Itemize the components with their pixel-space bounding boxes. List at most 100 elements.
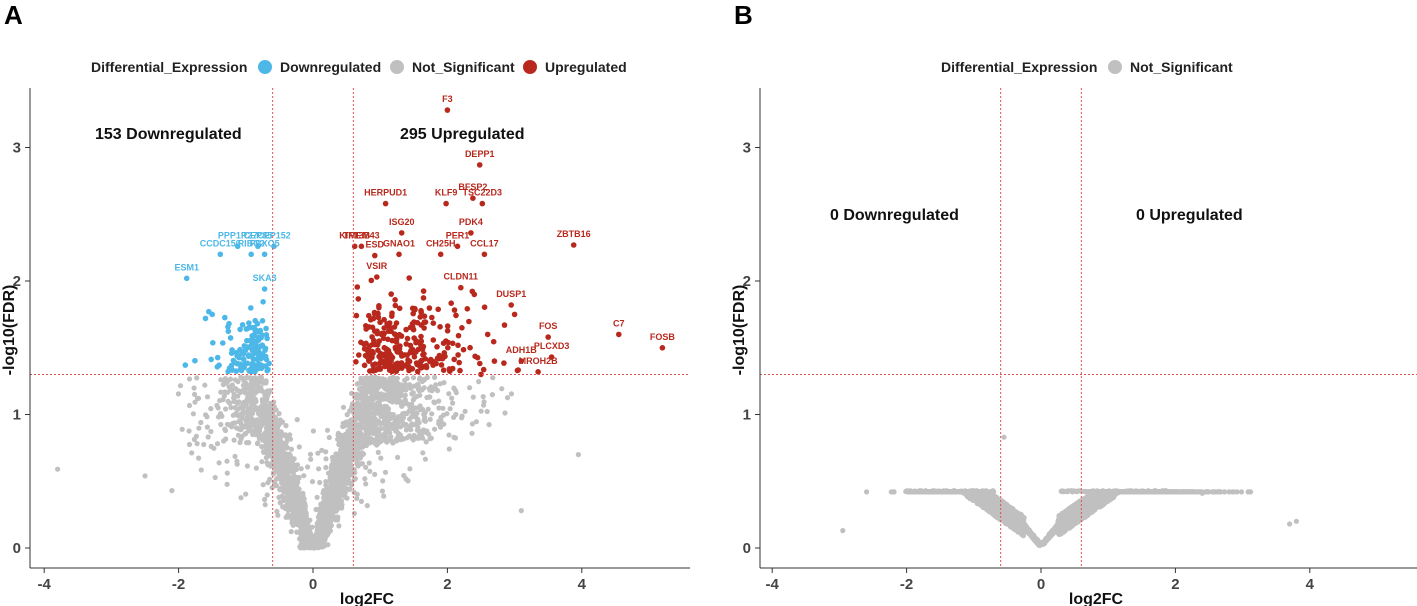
not-significant-point	[347, 486, 353, 492]
downregulated-point	[259, 332, 265, 338]
not-significant-point	[421, 377, 427, 383]
not-significant-point	[359, 388, 365, 394]
not-significant-point	[279, 459, 285, 465]
not-significant-point	[367, 468, 373, 474]
downregulated-point	[208, 356, 214, 363]
not-significant-point	[436, 405, 442, 411]
not-significant-point	[441, 421, 447, 427]
legend-a-title: Differential_Expression	[91, 59, 247, 75]
labeled-gene-point	[458, 284, 464, 291]
upregulated-point	[448, 300, 455, 307]
upregulated-point	[444, 328, 451, 334]
upregulated-point	[406, 275, 413, 281]
not-significant-point	[333, 506, 339, 512]
upregulated-point	[392, 302, 399, 309]
not-significant-point	[245, 375, 251, 381]
not-significant-point	[347, 408, 353, 414]
gene-label: TSC22D3	[463, 188, 503, 198]
not-significant-point	[429, 411, 435, 417]
not-significant-point	[323, 456, 329, 462]
not-significant-point	[322, 525, 328, 532]
upregulated-point	[409, 324, 416, 330]
downregulated-point	[246, 344, 253, 351]
upregulated-point	[430, 320, 437, 327]
upregulated-point	[420, 351, 426, 358]
upregulated-point	[515, 367, 521, 373]
legend-b-title: Differential_Expression	[941, 59, 1097, 75]
not-significant-point	[222, 376, 228, 382]
not-significant-point	[286, 512, 292, 518]
not-significant-point	[271, 399, 277, 405]
not-significant-point	[214, 402, 220, 409]
not-significant-point	[480, 394, 486, 400]
not-significant-point	[410, 375, 417, 381]
not-significant-point	[401, 472, 407, 479]
not-significant-point	[55, 466, 61, 472]
not-significant-point	[499, 386, 505, 392]
not-significant-point	[324, 427, 331, 433]
not-significant-point	[318, 501, 324, 507]
downregulated-point	[230, 357, 237, 364]
not-significant-point	[367, 440, 373, 446]
not-significant-point	[264, 393, 270, 399]
not-significant-point	[292, 508, 298, 514]
not-significant-point	[192, 391, 198, 397]
not-significant-point	[490, 375, 496, 381]
not-significant-point	[415, 383, 422, 390]
labeled-gene-point	[545, 334, 551, 340]
not-significant-point	[366, 430, 372, 437]
not-significant-point	[244, 410, 250, 416]
not-significant-point	[204, 424, 210, 430]
not-significant-point	[325, 491, 331, 497]
not-significant-point	[298, 523, 305, 529]
not-significant-point	[486, 422, 492, 428]
not-significant-point	[379, 488, 385, 494]
upregulated-point	[417, 363, 423, 369]
not-significant-point	[381, 493, 387, 499]
not-significant-point	[385, 392, 391, 398]
not-significant-point	[419, 432, 425, 438]
not-significant-point	[338, 473, 344, 479]
not-significant-point	[264, 460, 270, 466]
gene-label: SKA3	[253, 273, 277, 283]
upregulated-point	[413, 349, 419, 355]
not-significant-point	[449, 395, 455, 401]
not-significant-point	[262, 412, 268, 418]
not-significant-point	[249, 416, 255, 422]
not-significant-point	[247, 420, 253, 426]
not-significant-point	[432, 400, 438, 406]
not-significant-point	[192, 399, 198, 405]
not-significant-point	[220, 382, 226, 388]
downregulated-point	[210, 340, 216, 346]
upregulated-point	[380, 335, 387, 342]
legend-b-ns-swatch	[1108, 60, 1122, 74]
labeled-gene-point	[443, 200, 449, 207]
not-significant-point	[575, 452, 582, 458]
upregulated-point	[381, 325, 388, 331]
not-significant-point	[489, 392, 495, 398]
upregulated-point	[451, 356, 458, 363]
not-significant-point	[473, 419, 479, 425]
not-significant-point	[302, 515, 308, 521]
not-significant-point	[374, 430, 380, 436]
not-significant-point	[240, 388, 246, 394]
not-significant-point	[410, 406, 416, 412]
not-significant-point	[372, 471, 378, 477]
not-significant-point	[452, 387, 458, 393]
not-significant-point	[381, 417, 388, 423]
not-significant-point	[224, 470, 230, 476]
not-significant-point	[392, 384, 399, 390]
gene-label: FOS	[539, 321, 558, 331]
not-significant-point	[201, 441, 207, 448]
x-tick-label: -2	[172, 576, 185, 593]
not-significant-point	[258, 375, 265, 381]
not-significant-point	[478, 408, 484, 414]
not-significant-point	[260, 399, 266, 405]
not-significant-point	[208, 428, 214, 435]
not-significant-point	[318, 516, 324, 522]
not-significant-point	[225, 398, 231, 404]
not-significant-point	[420, 450, 426, 456]
not-significant-point	[407, 466, 413, 472]
not-significant-point	[315, 450, 321, 456]
not-significant-point	[428, 435, 434, 441]
